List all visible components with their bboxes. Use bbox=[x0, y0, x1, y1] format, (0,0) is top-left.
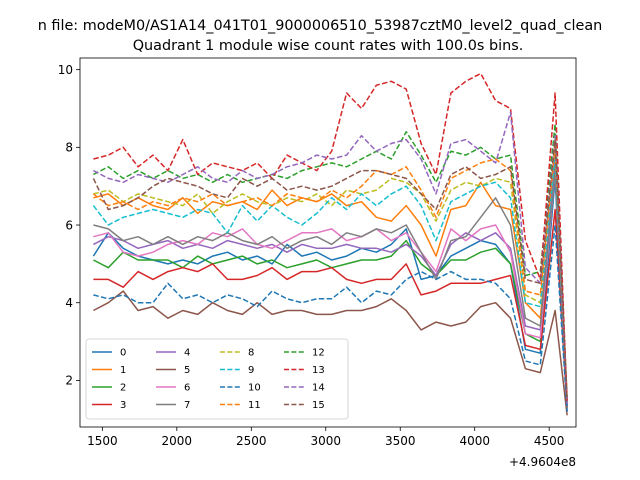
series-line-9 bbox=[92, 154, 568, 404]
x-tick-label: 4000 bbox=[459, 434, 490, 448]
legend-label-15: 15 bbox=[312, 400, 325, 411]
legend-label-5: 5 bbox=[184, 365, 190, 376]
legend-label-7: 7 bbox=[184, 400, 190, 411]
series-line-11 bbox=[92, 146, 568, 396]
legend-label-8: 8 bbox=[248, 348, 254, 359]
series-line-15 bbox=[92, 138, 568, 400]
legend-box bbox=[85, 338, 349, 420]
series-line-13 bbox=[93, 72, 568, 404]
series-line-7 bbox=[93, 169, 568, 408]
y-tick-label: 8 bbox=[65, 141, 73, 155]
x-axis-ticks: 1500 2000 2500 3000 3500 4000 4500 bbox=[87, 427, 564, 448]
series-line-10 bbox=[93, 224, 568, 412]
x-axis-offset-label: +4.9604e8 bbox=[509, 455, 576, 469]
series-line-14 bbox=[93, 111, 568, 404]
y-axis-ticks: 2 4 6 8 10 bbox=[58, 63, 80, 388]
legend-label-12: 12 bbox=[312, 348, 325, 359]
x-tick-label: 2500 bbox=[236, 434, 267, 448]
y-tick-label: 10 bbox=[58, 63, 73, 77]
x-tick-label: 2000 bbox=[162, 434, 193, 448]
legend-label-3: 3 bbox=[120, 400, 126, 411]
series-line-1 bbox=[93, 166, 568, 400]
legend-label-1: 1 bbox=[120, 365, 126, 376]
legend-label-11: 11 bbox=[248, 400, 261, 411]
series-line-12 bbox=[93, 123, 568, 400]
legend-label-13: 13 bbox=[312, 365, 325, 376]
legend-label-10: 10 bbox=[248, 383, 261, 394]
axes-frame bbox=[79, 57, 577, 428]
y-tick-label: 2 bbox=[65, 374, 73, 388]
series-line-5 bbox=[93, 290, 568, 416]
legend-label-9: 9 bbox=[248, 365, 254, 376]
legend-label-0: 0 bbox=[120, 348, 126, 359]
series-line-3 bbox=[93, 208, 568, 408]
legend-label-6: 6 bbox=[184, 383, 190, 394]
x-tick-label: 4500 bbox=[534, 434, 565, 448]
series-line-6 bbox=[93, 169, 568, 404]
figure-suptitle: n file: modeM0/AS1A14_041T01_9000006510_… bbox=[38, 18, 603, 34]
legend-label-2: 2 bbox=[120, 383, 126, 394]
legend-label-14: 14 bbox=[312, 383, 325, 394]
plot-lines bbox=[92, 72, 568, 416]
x-tick-label: 3000 bbox=[310, 434, 341, 448]
y-tick-label: 4 bbox=[65, 296, 73, 310]
x-tick-label: 1500 bbox=[87, 434, 118, 448]
chart-title: Quadrant 1 module wise count rates with … bbox=[133, 38, 524, 54]
y-tick-label: 6 bbox=[65, 218, 73, 232]
x-tick-label: 3500 bbox=[385, 434, 416, 448]
legend-label-4: 4 bbox=[184, 348, 190, 359]
